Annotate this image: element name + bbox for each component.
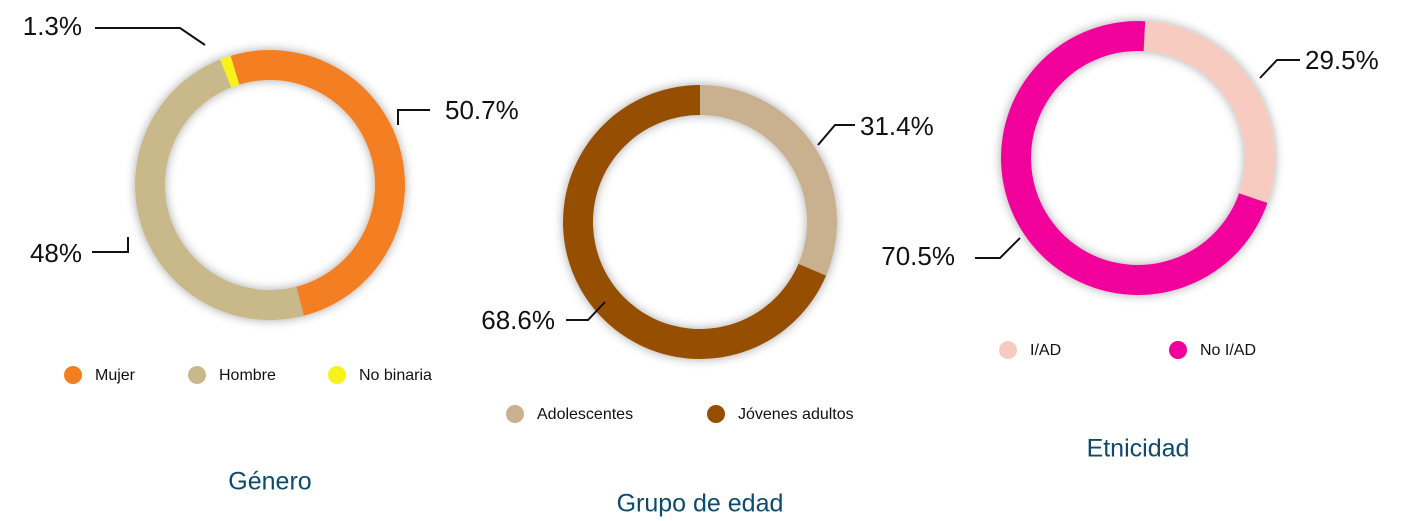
legend-swatch	[506, 405, 524, 423]
legend-swatch	[707, 405, 725, 423]
legend-swatch	[328, 366, 346, 384]
legend-label: Mujer	[95, 367, 136, 384]
legend-swatch	[1169, 341, 1187, 359]
data-label: 31.4%	[860, 111, 934, 141]
chart-title: Género	[228, 468, 311, 496]
data-label: 68.6%	[481, 305, 555, 335]
legend-swatch	[188, 366, 206, 384]
leader-line	[1259, 59, 1300, 79]
leader-line	[92, 237, 129, 253]
legend-swatch	[64, 366, 82, 384]
donut	[563, 85, 837, 359]
donut-segment	[230, 50, 405, 316]
donut-segment	[1143, 21, 1275, 204]
donut-segment	[700, 85, 837, 276]
data-label: 70.5%	[881, 241, 955, 271]
donut	[1000, 20, 1275, 296]
legend-label: No I/AD	[1200, 342, 1256, 359]
data-label: 50.7%	[445, 95, 519, 125]
legend-label: Adolescentes	[537, 406, 633, 423]
legend-label: Jóvenes adultos	[738, 406, 854, 423]
leader-line	[817, 124, 855, 146]
leader-line	[95, 27, 206, 46]
legend-label: I/AD	[1030, 342, 1061, 359]
donut	[134, 50, 405, 321]
legend-label: Hombre	[219, 367, 276, 384]
donut-segment	[220, 55, 240, 88]
data-label: 48%	[30, 238, 82, 268]
leader-line	[975, 237, 1021, 259]
leader-line	[397, 109, 430, 125]
chart-title: Etnicidad	[1087, 435, 1190, 463]
chart-title: Grupo de edad	[617, 490, 784, 518]
leader-line	[566, 301, 606, 321]
data-label: 29.5%	[1305, 45, 1379, 75]
donut-segment	[134, 59, 304, 321]
legend-swatch	[999, 341, 1017, 359]
data-label: 1.3%	[23, 11, 82, 41]
legend-label: No binaria	[359, 367, 432, 384]
